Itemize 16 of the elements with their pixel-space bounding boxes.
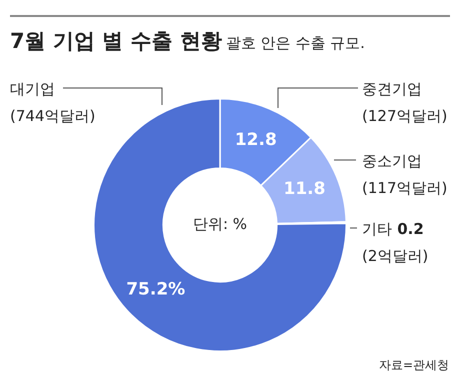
slice-label: 중견기업 (362, 80, 422, 98)
slice-label: 기타 (362, 220, 392, 238)
chart-subtitle: 괄호 안은 수출 규모. (226, 34, 365, 52)
text: (127억달러) (362, 106, 448, 125)
slice-label: 대기업 (10, 80, 55, 98)
data-label: 11.8 (283, 179, 326, 200)
slice-label: 중소기업 (362, 152, 422, 170)
data-label: 75.2% (126, 280, 186, 300)
chart-title: 7월 기업 별 수출 현황 (10, 29, 222, 53)
data-label: 0.2 (392, 220, 424, 238)
text: 자료=관세청 (378, 358, 449, 372)
text: (2억달러) (362, 246, 428, 265)
data-label: 12.8 (234, 130, 277, 150)
text: 단위: % (192, 214, 248, 233)
text: (117억달러) (362, 178, 448, 197)
text: (744억달러) (10, 106, 96, 125)
